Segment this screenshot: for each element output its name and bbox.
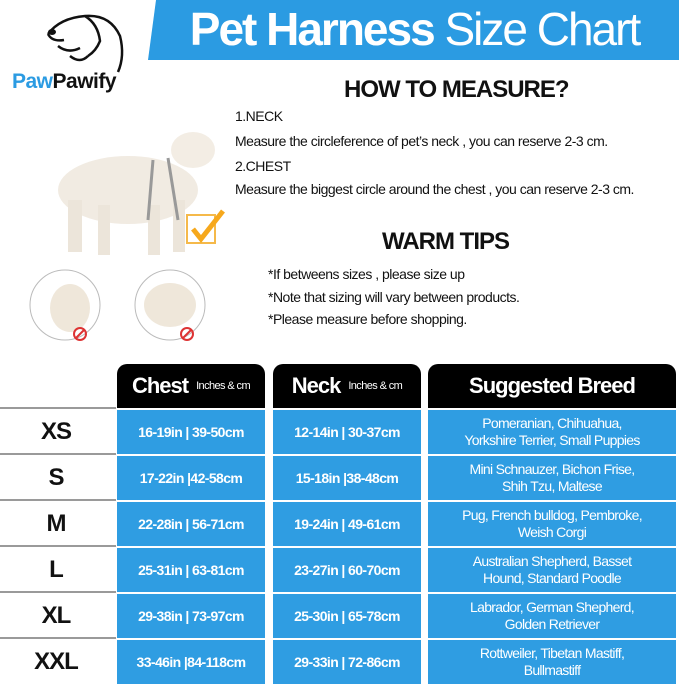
- tip-item: *Please measure before shopping.: [268, 311, 467, 327]
- chest-cell: 25-31in | 63-81cm: [117, 548, 265, 592]
- row-divider: [0, 591, 116, 593]
- breed-cell: Mini Schnauzer, Bichon Frise, Shih Tzu, M…: [428, 456, 676, 500]
- row-divider: [0, 637, 116, 639]
- chest-header: Chest Inches & cm: [117, 364, 265, 408]
- chest-instructions: Measure the biggest circle around the ch…: [235, 181, 634, 197]
- size-label: XXL: [34, 648, 79, 675]
- neck-cell: 19-24in | 49-61cm: [273, 502, 421, 546]
- breed-cell: Pomeranian, Chihuahua, Yorkshire Terrier,…: [428, 410, 676, 454]
- breed-cell: Labrador, German Shepherd, Golden Retriev…: [428, 594, 676, 638]
- breed-cell: Australian Shepherd, Basset Hound, Standa…: [428, 548, 676, 592]
- row-divider: [0, 453, 116, 455]
- chest-cell: 33-46in |84-118cm: [117, 640, 265, 684]
- size-label: XL: [41, 602, 72, 629]
- dog-logo-icon: [46, 14, 124, 73]
- brand-logo: PawPawify: [12, 70, 117, 93]
- prohibited-icon: [180, 327, 194, 341]
- wrong-fit-photo-2: [134, 269, 206, 341]
- warm-tips-heading: WARM TIPS: [382, 228, 510, 255]
- checkmark-box-icon: [186, 209, 225, 244]
- chest-cell: 22-28in | 56-71cm: [117, 502, 265, 546]
- size-label: XS: [40, 418, 72, 445]
- wrong-fit-photo-1: [29, 269, 101, 341]
- neck-cell: 12-14in | 30-37cm: [273, 410, 421, 454]
- tip-item: *Note that sizing will vary between prod…: [268, 289, 520, 305]
- neck-cell: 15-18in |38-48cm: [273, 456, 421, 500]
- row-divider: [0, 545, 116, 547]
- page-title: Pet Harness Size Chart: [150, 2, 679, 56]
- row-divider: [0, 407, 116, 409]
- chest-label: 2.CHEST: [235, 158, 291, 174]
- neck-cell: 29-33in | 72-86cm: [273, 640, 421, 684]
- neck-instructions: Measure the circleference of pet’s neck …: [235, 133, 608, 149]
- dog-harness-photo: [58, 132, 215, 255]
- neck-cell: 25-30in | 65-78cm: [273, 594, 421, 638]
- chest-cell: 29-38in | 73-97cm: [117, 594, 265, 638]
- title-banner: [148, 0, 679, 60]
- chest-cell: 17-22in |42-58cm: [117, 456, 265, 500]
- neck-cell: 23-27in | 60-70cm: [273, 548, 421, 592]
- breed-cell: Pug, French bulldog, Pembroke, Weish Corg…: [428, 502, 676, 546]
- title-light: Size Chart: [444, 3, 641, 55]
- chest-cell: 16-19in | 39-50cm: [117, 410, 265, 454]
- title-bold: Pet Harness: [189, 3, 436, 55]
- tip-item: *If betweens sizes , please size up: [268, 266, 465, 282]
- size-label: S: [48, 464, 64, 491]
- size-label: M: [46, 510, 67, 537]
- neck-label: 1.NECK: [235, 108, 283, 124]
- breed-cell: Rottweiler, Tibetan Mastiff, Bullmastiff: [428, 640, 676, 684]
- neck-header: Neck Inches & cm: [273, 364, 421, 408]
- breed-header: Suggested Breed: [428, 364, 676, 408]
- size-label: L: [49, 556, 64, 583]
- prohibited-icon: [73, 327, 87, 341]
- how-to-measure-heading: HOW TO MEASURE?: [344, 76, 570, 103]
- row-divider: [0, 499, 116, 501]
